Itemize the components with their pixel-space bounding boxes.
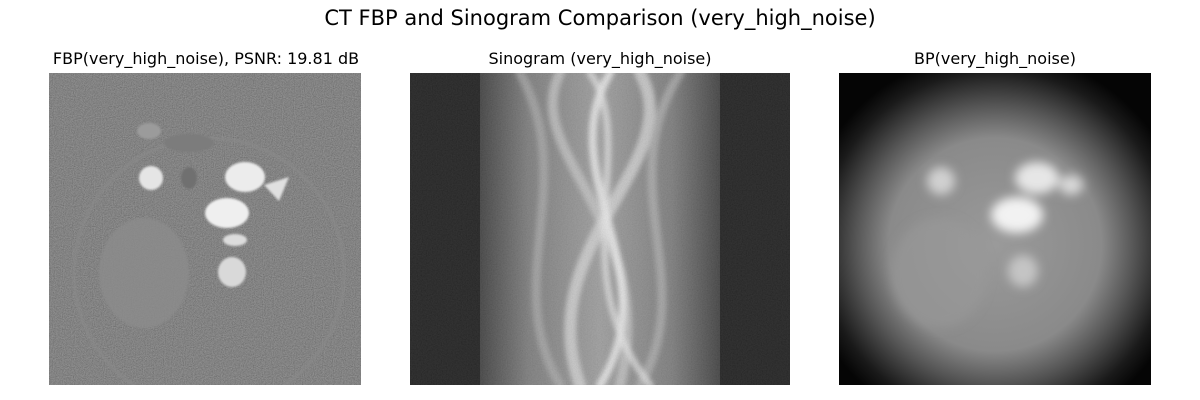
fbp-image [49, 73, 361, 385]
figure-title: CT FBP and Sinogram Comparison (very_hig… [324, 6, 876, 30]
sinogram-image [410, 73, 790, 385]
fbp-title: FBP(very_high_noise), PSNR: 19.81 dB [52, 49, 360, 68]
bp-title: BP(very_high_noise) [914, 49, 1076, 68]
bp-image [839, 73, 1151, 385]
sinogram-title: Sinogram (very_high_noise) [488, 49, 712, 68]
